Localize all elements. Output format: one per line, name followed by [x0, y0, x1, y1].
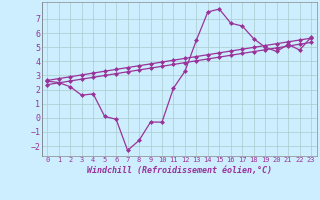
X-axis label: Windchill (Refroidissement éolien,°C): Windchill (Refroidissement éolien,°C): [87, 166, 272, 175]
